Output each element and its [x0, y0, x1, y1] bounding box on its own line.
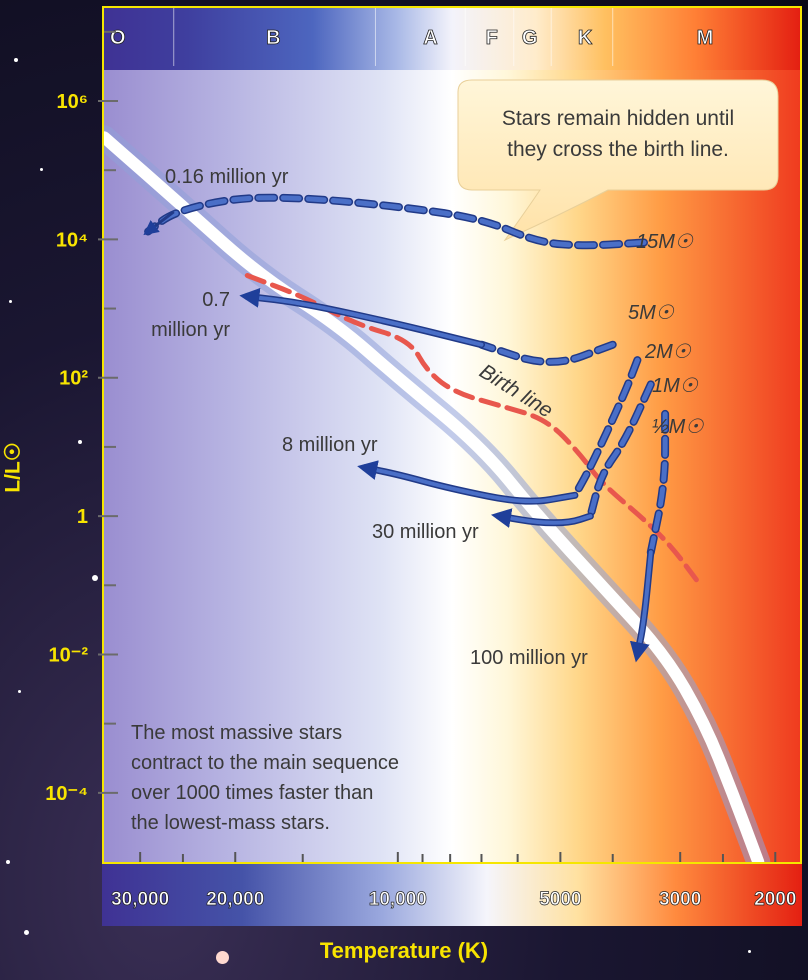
star: [92, 575, 98, 581]
time-annotation: 100 million yr: [470, 647, 588, 669]
time-annotation: 0.7: [202, 289, 230, 311]
track-dashed: [572, 357, 640, 498]
x-axis-title: Temperature (K): [319, 938, 489, 963]
spectral-class-label: O: [110, 27, 126, 49]
main-sequence-line: [104, 131, 765, 862]
track-arrowhead: [143, 210, 175, 236]
star: [216, 951, 229, 964]
star: [40, 168, 43, 171]
track-solid: [629, 550, 653, 663]
track-mass-label: 1M☉: [652, 375, 699, 397]
star: [18, 690, 21, 693]
callout-bubble: [457, 79, 779, 242]
spectral-class-label: B: [266, 27, 280, 49]
x-tick-label: 5000: [539, 889, 581, 910]
track-mass-label: 15M☉: [636, 231, 694, 253]
y-axis-title-text: L/L☉: [1, 442, 25, 493]
callout-text-line: the lowest-mass stars.: [131, 812, 330, 834]
x-tick-label: 2000: [754, 889, 796, 910]
y-tick-label: 10⁶: [57, 91, 88, 113]
track-solid: [357, 460, 577, 504]
track-solid: [239, 287, 484, 347]
track-dashed: [587, 381, 654, 519]
y-tick-label: 10⁻⁴: [45, 783, 88, 805]
callout-text-line: over 1000 times faster than: [131, 782, 373, 804]
spectral-class-label: G: [522, 27, 538, 49]
star: [748, 950, 751, 953]
time-annotation: million yr: [151, 319, 230, 341]
time-annotation: 8 million yr: [282, 434, 378, 456]
time-annotation: 0.16 million yr: [165, 166, 289, 188]
star: [78, 440, 82, 444]
temperature-bar: [102, 864, 802, 926]
y-tick-label: 10⁻²: [49, 644, 89, 666]
callout-text-line: they cross the birth line.: [507, 138, 729, 161]
spectral-class-label: F: [486, 27, 498, 49]
x-tick-label: 20,000: [206, 889, 264, 910]
track-mass-label: ½M☉: [652, 416, 704, 438]
y-tick-label: 10²: [59, 368, 88, 390]
track-mass-label: 2M☉: [644, 341, 692, 363]
x-tick-label: 3000: [659, 889, 701, 910]
spectral-class-label: K: [578, 27, 593, 49]
star: [24, 930, 29, 935]
callout-text-line: The most massive stars: [131, 722, 342, 744]
time-annotation: 30 million yr: [372, 521, 479, 543]
x-tick-label: 10,000: [369, 889, 427, 910]
track-mass-label: 5M☉: [628, 302, 675, 324]
spectral-class-bar: [104, 8, 800, 70]
callout-text-line: contract to the main sequence: [131, 752, 399, 774]
track-solid: [491, 508, 593, 528]
track-dashed: [648, 411, 668, 555]
spectral-class-label: M: [697, 27, 714, 49]
y-tick-label: 1: [77, 506, 88, 528]
star: [9, 300, 12, 303]
y-axis-title: L/L☉: [1, 442, 26, 492]
y-tick-label: 10⁴: [56, 229, 88, 251]
star: [6, 860, 10, 864]
birth-line-label: Birth line: [475, 360, 556, 423]
track-dashed: [145, 195, 647, 248]
track-dashed: [479, 342, 616, 365]
spectral-class-label: A: [423, 27, 437, 49]
x-tick-label: 30,000: [111, 889, 169, 910]
callout-text-line: Stars remain hidden until: [502, 107, 734, 130]
star: [14, 58, 18, 62]
